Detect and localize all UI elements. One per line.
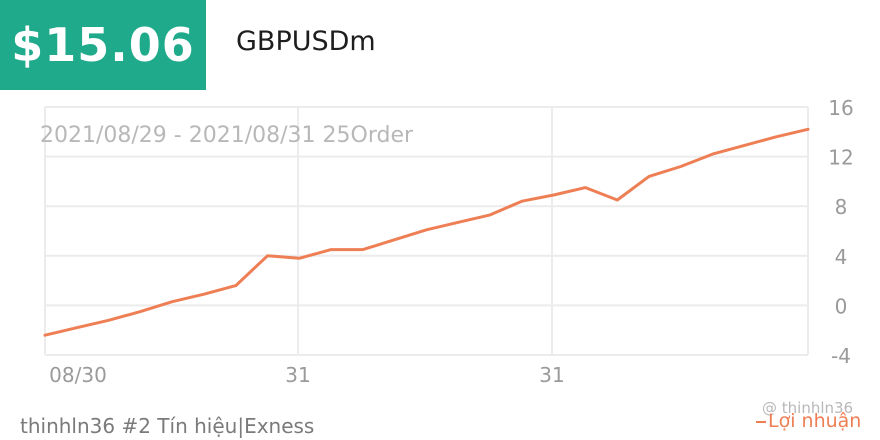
y-tick-label: 16: [828, 96, 853, 120]
profit-badge: $15.06: [0, 0, 206, 90]
footer-caption: thinhln36 #2 Tín hiệu|Exness: [20, 414, 315, 438]
y-tick-label: -4: [831, 344, 851, 368]
chart-subtitle: 2021/08/29 - 2021/08/31 25Order: [40, 123, 414, 148]
legend-line-icon: [756, 420, 766, 423]
series-line-loi-nhuan: [43, 127, 810, 337]
x-tick-label: 31: [285, 363, 310, 387]
y-tick-label: 4: [835, 245, 848, 269]
series-group: [43, 127, 810, 337]
y-tick-label: 8: [835, 195, 848, 219]
x-axis-ticks: 08/30 31 31: [49, 363, 565, 387]
watermark: @ thinhln36: [762, 399, 854, 417]
profit-line-chart: 2021/08/29 - 2021/08/31 25Order -4 0 4 8 12 1…: [40, 96, 854, 387]
x-tick-label: 31: [539, 363, 564, 387]
y-tick-label: 12: [828, 146, 853, 170]
x-tick-label: 08/30: [49, 363, 107, 387]
symbol-title: GBPUSDm: [236, 26, 376, 57]
y-tick-label: 0: [835, 294, 848, 318]
y-axis-ticks: -4 0 4 8 12 16: [828, 96, 853, 368]
chart-grid: [44, 106, 809, 356]
legend-label: Lợi nhuận: [768, 410, 862, 432]
legend: Lợi nhuận: [756, 410, 861, 432]
